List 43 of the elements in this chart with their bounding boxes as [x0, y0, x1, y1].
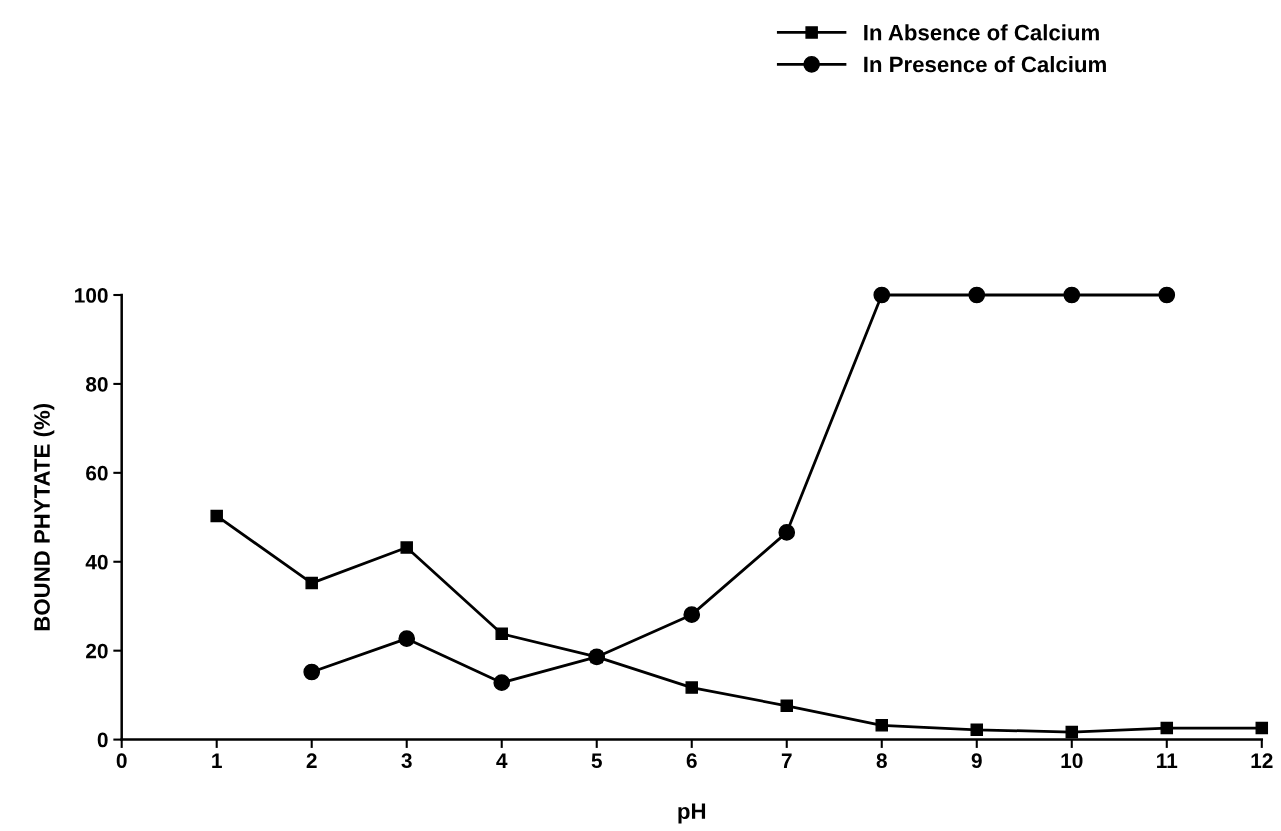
legend-label: In Absence of Calcium [864, 24, 1099, 41]
y-axis-title: BOUND PHYTATE (%) [33, 403, 55, 631]
point [968, 286, 986, 304]
y-tick-label: 80 [85, 376, 108, 392]
y-tick-label: 0 [97, 732, 108, 748]
y-tick-label: 100 [75, 288, 108, 303]
point [303, 663, 321, 681]
x-tick-label: 6 [686, 753, 697, 769]
x-tick-label: 2 [306, 753, 317, 768]
point [873, 286, 891, 304]
point [210, 509, 223, 523]
point [683, 606, 701, 623]
x-tick-label: 12 [1251, 753, 1273, 768]
x-tick-label: 9 [971, 753, 982, 769]
y-tick-label: 40 [85, 554, 108, 570]
point [398, 630, 416, 648]
point [305, 576, 318, 590]
point [875, 719, 889, 732]
point [495, 627, 508, 641]
x-axis-title: pH [678, 803, 706, 824]
point [1065, 725, 1079, 739]
x-tick-label: 3 [401, 753, 412, 769]
point [1063, 286, 1081, 304]
point [1255, 721, 1269, 735]
point [778, 524, 796, 541]
point [970, 723, 984, 737]
point [493, 674, 511, 692]
point [1160, 721, 1174, 735]
x-tick-label: 1 [212, 753, 222, 768]
legend-label: In Presence of Calcium [864, 55, 1106, 73]
x-tick-label: 10 [1061, 753, 1083, 769]
y-tick-label: 20 [86, 643, 108, 659]
point [400, 541, 413, 554]
y-tick-label: 60 [86, 465, 108, 481]
point [1158, 286, 1176, 304]
point [685, 681, 698, 694]
point [780, 699, 793, 713]
x-tick-label: 4 [496, 753, 508, 768]
x-tick-label: 5 [591, 753, 602, 769]
x-tick-label: 0 [116, 753, 127, 769]
x-tick-label: 7 [781, 753, 792, 768]
x-tick-label: 8 [876, 753, 887, 769]
x-tick-label: 11 [1157, 753, 1178, 768]
